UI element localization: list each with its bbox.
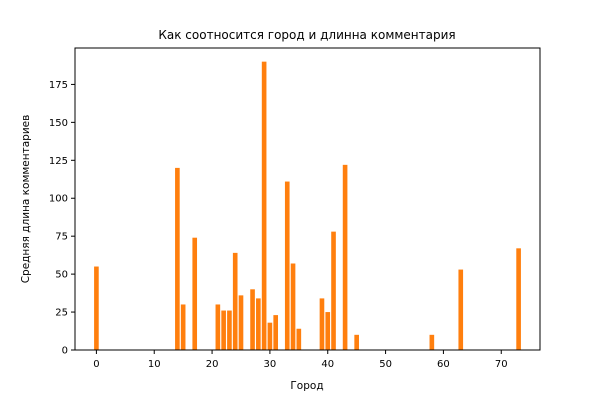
y-tick-label-75: 75 <box>55 232 68 243</box>
x-tick-label-70: 70 <box>495 359 508 370</box>
y-tick-label-125: 125 <box>49 156 68 167</box>
bar-city-58 <box>430 335 435 350</box>
y-axis-label: Средняя длина комментариев <box>20 115 32 284</box>
bar-city-0 <box>94 267 99 350</box>
x-tick-label-10: 10 <box>148 359 161 370</box>
bar-city-15 <box>181 304 186 350</box>
y-tick-label-100: 100 <box>49 194 68 205</box>
x-axis-label: Город <box>290 380 323 392</box>
bar-city-40 <box>325 312 330 350</box>
bar-city-29 <box>262 62 267 350</box>
bar-city-34 <box>291 264 296 351</box>
bar-city-73 <box>516 248 521 350</box>
bar-city-21 <box>216 304 221 350</box>
x-tick-label-60: 60 <box>437 359 450 370</box>
y-tick-label-50: 50 <box>55 270 68 281</box>
bar-city-22 <box>221 311 226 350</box>
bar-city-27 <box>250 289 255 350</box>
bar-city-41 <box>331 232 336 350</box>
chart-title: Как соотносится город и длинна комментар… <box>158 28 455 42</box>
bar-city-43 <box>343 165 348 350</box>
bar-city-35 <box>297 329 302 350</box>
bar-city-33 <box>285 182 290 350</box>
x-tick-label-40: 40 <box>321 359 334 370</box>
bar-city-25 <box>239 295 244 350</box>
bar-city-39 <box>320 298 325 350</box>
bar-city-24 <box>233 253 238 350</box>
x-tick-label-30: 30 <box>264 359 277 370</box>
bar-city-31 <box>273 315 278 350</box>
bar-city-23 <box>227 311 232 350</box>
y-tick-label-0: 0 <box>62 346 68 357</box>
bar-city-28 <box>256 298 261 350</box>
y-tick-label-25: 25 <box>55 308 68 319</box>
x-tick-label-0: 0 <box>93 359 99 370</box>
x-tick-label-50: 50 <box>379 359 392 370</box>
bar-city-63 <box>458 270 463 350</box>
y-tick-label-175: 175 <box>49 80 68 91</box>
x-tick-label-20: 20 <box>206 359 219 370</box>
bar-city-45 <box>354 335 359 350</box>
bar-city-17 <box>192 238 197 350</box>
bar-city-30 <box>268 323 273 350</box>
bar-city-14 <box>175 168 180 350</box>
y-tick-label-150: 150 <box>49 118 68 129</box>
